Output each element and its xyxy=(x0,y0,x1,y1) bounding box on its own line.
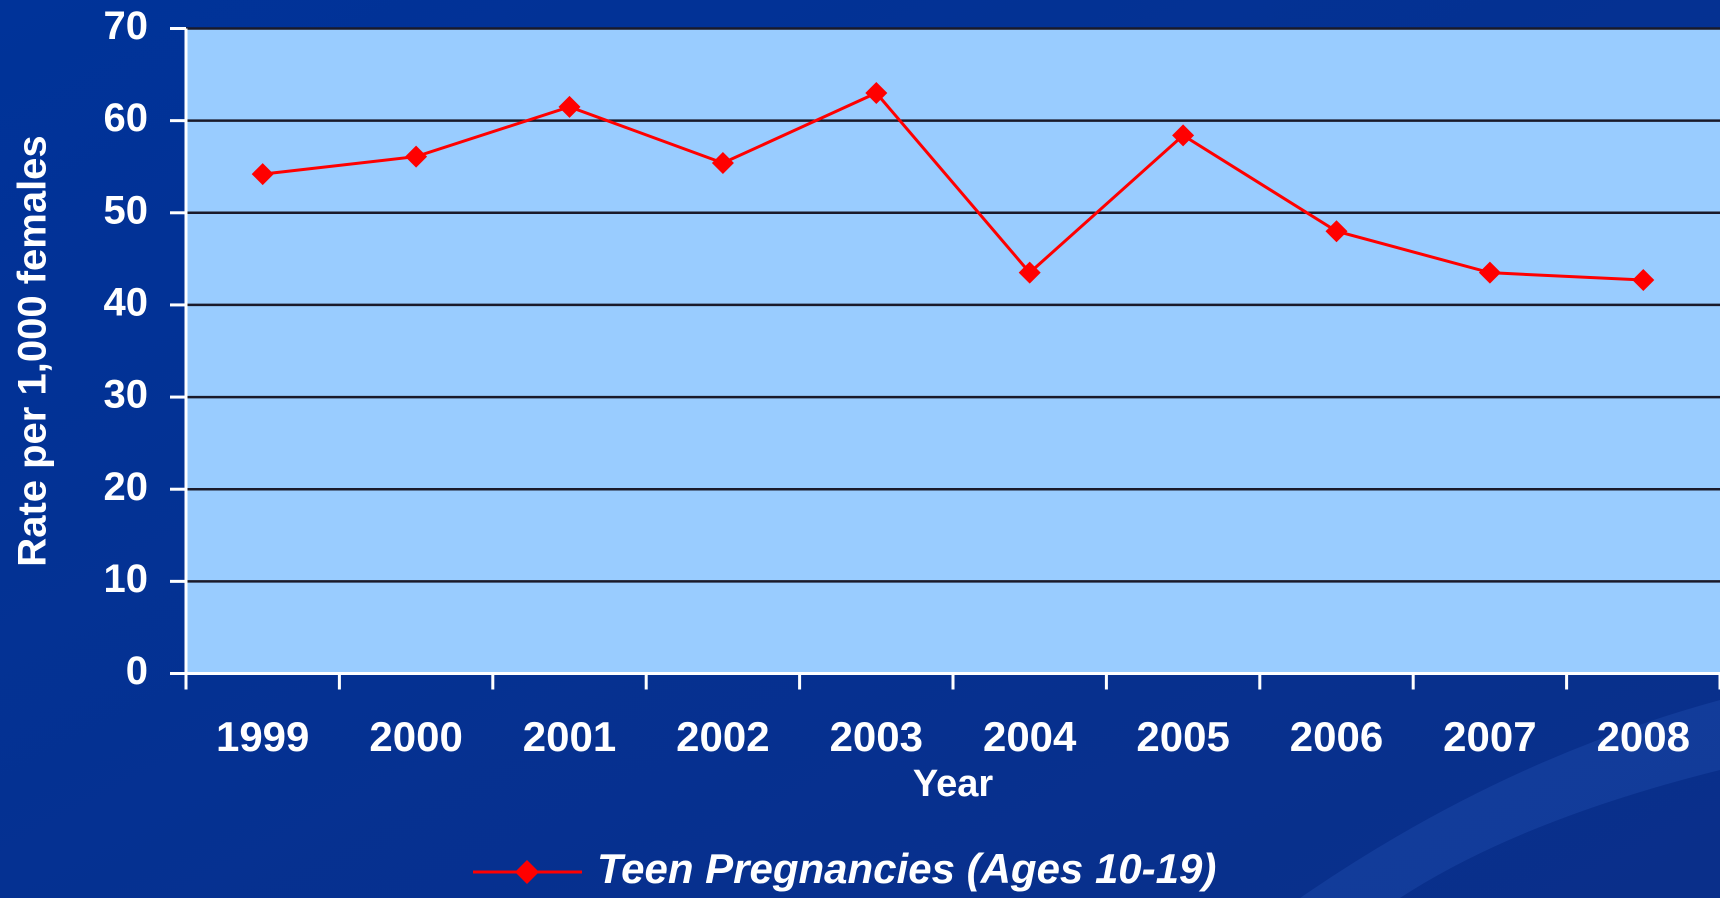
y-tick-label: 20 xyxy=(104,465,149,509)
data-point xyxy=(251,163,274,186)
legend-label: Teen Pregnancies (Ages 10-19) xyxy=(597,845,1216,892)
data-point xyxy=(1632,269,1655,292)
x-tick-label: 1999 xyxy=(216,713,309,760)
x-tick-label: 2007 xyxy=(1443,713,1536,760)
y-tick-label: 70 xyxy=(104,4,149,48)
data-point xyxy=(558,95,581,118)
legend-marker xyxy=(515,860,539,884)
y-tick-label: 10 xyxy=(104,557,149,601)
data-point xyxy=(405,145,428,168)
data-point xyxy=(1325,220,1348,243)
series-line xyxy=(262,91,1644,282)
x-tick-label: 2006 xyxy=(1290,713,1383,760)
x-tick-label: 2003 xyxy=(830,713,923,760)
x-axis-title: Year xyxy=(913,763,994,805)
y-tick-label: 50 xyxy=(104,188,149,232)
x-tick-label: 2001 xyxy=(523,713,616,760)
data-point xyxy=(711,152,734,175)
y-tick-label: 30 xyxy=(104,373,149,417)
x-tick-label: 2008 xyxy=(1597,713,1690,760)
y-tick-label: 60 xyxy=(104,96,149,140)
y-tick-label: 0 xyxy=(126,649,148,693)
x-tick-label: 2005 xyxy=(1136,713,1229,760)
y-axis-title: Rate per 1,000 females xyxy=(11,135,55,566)
x-tick-label: 2004 xyxy=(983,713,1077,760)
plot-area xyxy=(186,28,1720,674)
y-tick-label: 40 xyxy=(104,280,149,324)
data-point xyxy=(1478,261,1501,284)
data-point xyxy=(1018,261,1041,284)
x-tick-label: 2000 xyxy=(369,713,462,760)
x-tick-label: 2002 xyxy=(676,713,769,760)
data-point xyxy=(865,82,888,104)
data-point xyxy=(1172,124,1195,147)
decor-swoosh xyxy=(1300,700,1720,898)
